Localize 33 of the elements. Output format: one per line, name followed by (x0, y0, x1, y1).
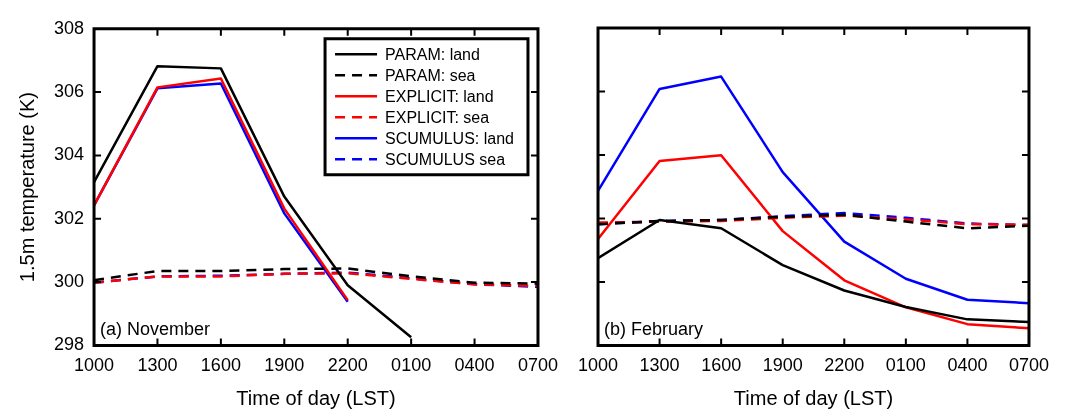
y-tick-label: 306 (53, 81, 85, 102)
x-tick-label: 1900 (264, 355, 305, 376)
annotation: (b) February (604, 319, 704, 340)
legend-label: EXPLICIT: sea (385, 108, 490, 126)
legend-label: SCUMULUS sea (385, 150, 506, 168)
y-tick-label: 304 (53, 144, 85, 165)
x-axis-title: Time of day (LST) (733, 386, 894, 409)
x-tick-label: 0700 (1008, 355, 1049, 376)
x-tick-label: 1000 (74, 355, 115, 376)
x-tick-label: 0100 (885, 355, 926, 376)
x-tick-label: 0400 (454, 355, 495, 376)
legend-label: SCUMULUS: land (385, 129, 514, 147)
y-tick-label: 298 (53, 334, 85, 355)
x-tick-label: 1000 (578, 355, 619, 376)
legend-label: PARAM: land (385, 45, 480, 63)
y-axis-title: 1.5m temperature (K) (15, 92, 38, 283)
x-tick-label: 1300 (137, 355, 178, 376)
x-tick-label: 1300 (639, 355, 680, 376)
x-axis-title: Time of day (LST) (236, 386, 396, 409)
x-tick-label: 2200 (327, 355, 368, 376)
legend-label: EXPLICIT: land (385, 87, 494, 105)
x-tick-label: 2200 (824, 355, 865, 376)
y-tick-label: 302 (53, 207, 85, 228)
x-tick-label: 1600 (200, 355, 241, 376)
x-tick-label: 0100 (391, 355, 432, 376)
y-tick-label: 300 (53, 271, 85, 292)
x-tick-label: 1900 (762, 355, 803, 376)
x-tick-label: 0700 (517, 355, 558, 376)
annotation: (a) November (100, 319, 211, 340)
x-tick-label: 0400 (947, 355, 988, 376)
y-tick-label: 308 (53, 17, 85, 38)
legend-label: PARAM: sea (385, 66, 476, 84)
x-tick-label: 1600 (701, 355, 742, 376)
